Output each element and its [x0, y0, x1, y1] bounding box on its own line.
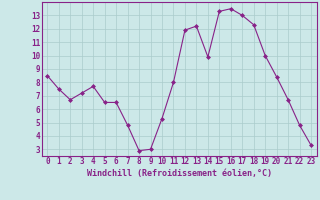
- X-axis label: Windchill (Refroidissement éolien,°C): Windchill (Refroidissement éolien,°C): [87, 169, 272, 178]
